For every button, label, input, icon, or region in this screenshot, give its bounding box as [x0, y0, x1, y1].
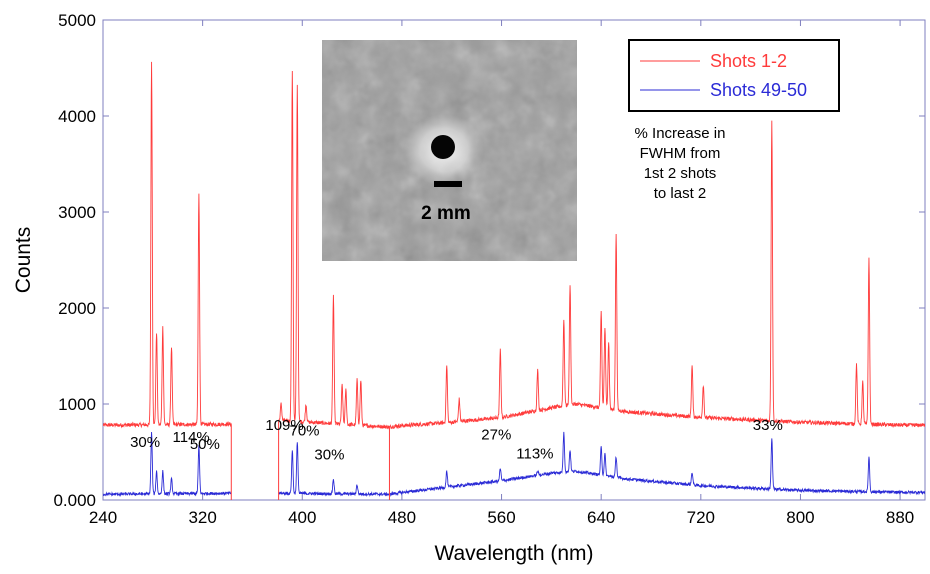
note-line-3: 1st 2 shots	[644, 165, 717, 182]
x-tick-label: 240	[89, 508, 117, 527]
fwhm-annotation: 114%	[173, 429, 210, 446]
x-tick-label: 880	[886, 508, 914, 527]
y-tick-label: 3000	[58, 203, 96, 222]
x-tick-label: 320	[188, 508, 216, 527]
fwhm-annotations: 30% 114%50% 109%70% 30% 27% 113% 33%	[130, 417, 783, 464]
fwhm-note: % Increase in FWHM from 1st 2 shots to l…	[635, 125, 726, 202]
x-tick-label: 720	[687, 508, 715, 527]
x-tick-label: 480	[388, 508, 416, 527]
crater-inset-photo: 2 mm	[322, 40, 577, 261]
x-axis-title: Wavelength (nm)	[434, 542, 593, 565]
y-axis: 0.000 1000 2000 3000 4000 5000	[53, 11, 925, 510]
scale-bar-label: 2 mm	[421, 203, 471, 224]
y-tick-label: 2000	[58, 299, 96, 318]
series-line-shots-49-50	[278, 442, 390, 497]
series-line-shots-49-50	[103, 432, 232, 497]
x-tick-label: 560	[487, 508, 515, 527]
legend-label-shots-1-2: Shots 1-2	[710, 51, 787, 71]
fwhm-annotation: 113%	[516, 446, 553, 463]
plot-frame	[102, 19, 926, 501]
fwhm-annotation: 30%	[130, 434, 160, 451]
series-lines	[103, 61, 925, 500]
fwhm-annotation: 30%	[314, 447, 344, 464]
note-line-2: FWHM from	[640, 145, 721, 162]
x-axis: 240 320 400 480 560 640 720 800 880	[89, 20, 914, 527]
series-line-shots-49-50	[389, 431, 925, 497]
fwhm-annotation: 50%	[190, 436, 220, 453]
note-line-4: to last 2	[654, 185, 707, 202]
crater-hole	[431, 135, 455, 159]
fwhm-annotation: 33%	[753, 417, 783, 434]
x-tick-label: 800	[786, 508, 814, 527]
series-line-shots-1-2	[278, 71, 390, 430]
series-line-shots-1-2	[103, 61, 232, 429]
legend: Shots 1-2 Shots 49-50	[628, 39, 840, 112]
fwhm-annotation: 27%	[481, 426, 511, 443]
fwhm-annotation: 109%	[265, 417, 303, 434]
series-line-shots-1-2	[389, 120, 925, 430]
y-tick-label: 1000	[58, 395, 96, 414]
y-tick-label: 5000	[58, 11, 96, 30]
fwhm-annotation: 70%	[289, 423, 319, 440]
y-tick-label: 4000	[58, 107, 96, 126]
y-tick-label: 0.000	[53, 491, 96, 510]
note-line-1: % Increase in	[635, 125, 726, 142]
y-axis-title: Counts	[12, 227, 35, 294]
scale-bar	[434, 181, 462, 187]
x-tick-label: 640	[587, 508, 615, 527]
x-tick-label: 400	[288, 508, 316, 527]
legend-label-shots-49-50: Shots 49-50	[710, 80, 807, 100]
